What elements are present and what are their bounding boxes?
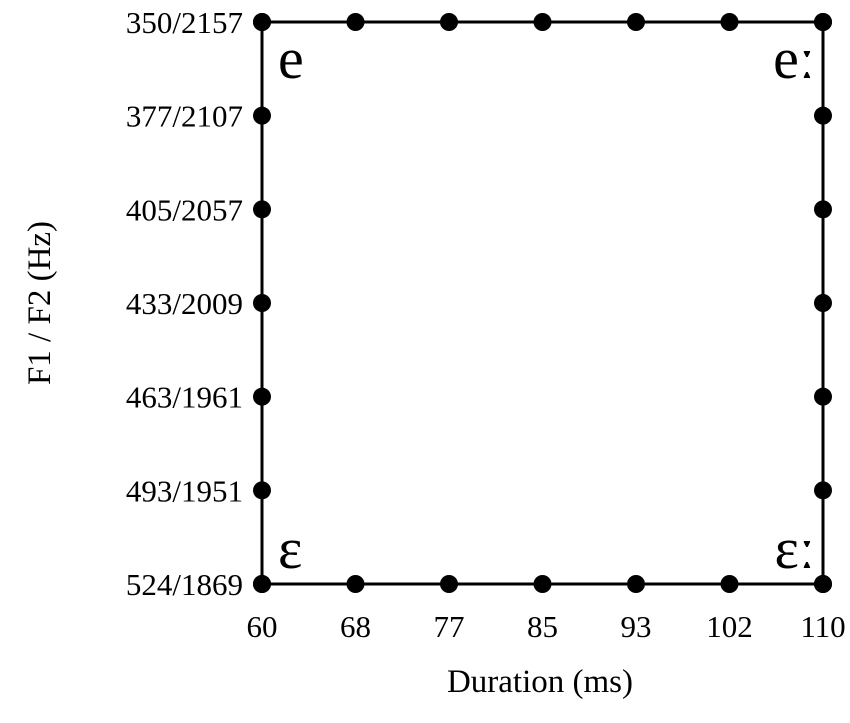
grid-point (253, 106, 271, 125)
grid-point (253, 387, 271, 406)
grid-point (627, 575, 645, 593)
grid-point (720, 575, 739, 593)
corner-label: ɛː (775, 516, 815, 581)
y-tick-label: 463/1961 (126, 380, 243, 415)
x-axis-title: Duration (ms) (447, 664, 633, 700)
x-tick-label: 77 (434, 609, 465, 644)
x-tick-label: 110 (800, 609, 845, 644)
grid-point (253, 294, 271, 312)
grid-point (814, 387, 832, 406)
grid-point (253, 481, 271, 500)
y-axis-title: F1 / F2 (Hz) (22, 221, 58, 385)
x-tick-label: 102 (706, 609, 753, 644)
y-tick-label: 524/1869 (126, 567, 243, 602)
corner-label: eː (773, 26, 815, 91)
x-tick-label: 68 (340, 609, 371, 644)
x-tick-label: 60 (247, 609, 278, 644)
grid-point (440, 575, 458, 593)
y-tick-label: 377/2107 (126, 99, 243, 134)
grid-frame (260, 20, 825, 586)
y-tick-label: 405/2057 (126, 192, 243, 227)
corner-label: e (278, 26, 304, 91)
y-tick-label: 493/1951 (126, 473, 243, 508)
grid-point (814, 13, 832, 31)
grid-point (814, 200, 832, 219)
x-tick-label: 85 (527, 609, 558, 644)
grid-point (814, 106, 832, 125)
x-tick-label: 93 (621, 609, 652, 644)
grid-point (253, 575, 271, 593)
grid-point (440, 13, 458, 31)
y-tick-label: 433/2009 (126, 286, 243, 321)
grid-point (346, 575, 365, 593)
y-tick-label: 350/2157 (126, 5, 243, 40)
grid-point (253, 200, 271, 219)
corner-label: ɛ (278, 516, 302, 581)
grid-point (346, 13, 365, 31)
grid-point (814, 294, 832, 312)
grid-point (814, 481, 832, 500)
grid-point (627, 13, 645, 31)
grid-point (253, 13, 271, 31)
grid-point (533, 13, 552, 31)
grid-point (814, 575, 832, 593)
grid-point (533, 575, 552, 593)
grid-point (720, 13, 739, 31)
